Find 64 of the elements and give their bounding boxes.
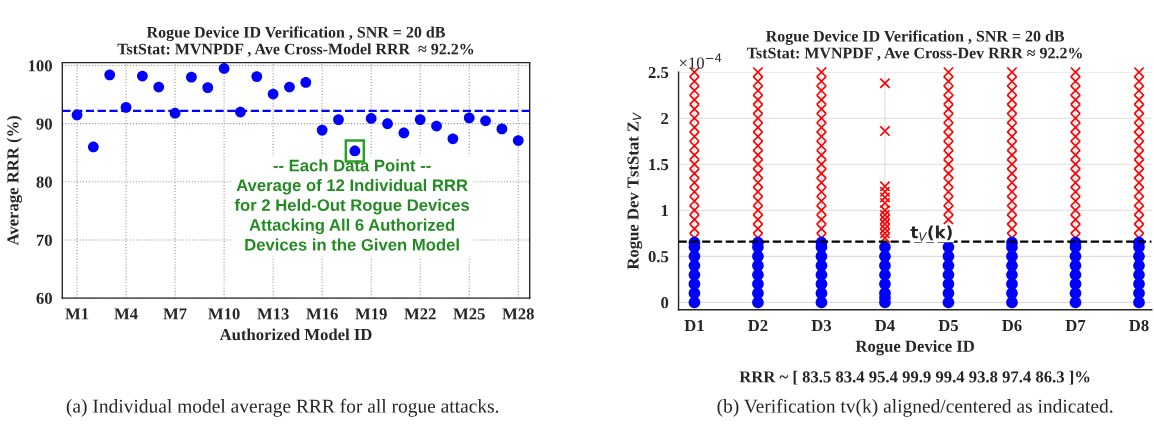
y-tick-label: 1 [661,205,668,217]
point [104,69,116,81]
point [447,133,459,145]
x-tick-label: M13 [257,308,289,320]
point [365,113,377,124]
y-axis-title: Rogue Dev TstStat Z$_{V}$ [627,112,643,270]
y-tick-label: 80 [36,176,52,188]
point [218,63,230,74]
text: RRR ~ [ 83.5 83.4 95.4 99.9 99.4 93.8 97.4 86.3 ]% [739,370,1090,385]
y-tick-label: 90 [36,118,52,130]
y-tick-label: 2 [661,112,669,124]
x-tick-label: D6 [1002,319,1022,332]
x-tick-label: D2 [748,319,768,332]
x-tick-label: M22 [404,308,436,320]
point [202,82,214,94]
x-tick-label: M28 [502,308,534,320]
x-tick-label: M16 [306,308,338,320]
point [316,124,328,136]
y-tick-label: 0.5 [648,251,669,263]
point [512,135,524,146]
text: ×10$^{−4}$ [679,53,722,69]
point [284,81,295,93]
text: (a) Individual model average RRR for all rogue attacks. [66,398,499,417]
x-axis-title: Rogue Device ID [855,340,975,356]
point [333,114,344,125]
text: (b) Verification tv(k) aligned/centered as indicated. [717,398,1113,417]
y-tick-label: 0 [661,297,669,309]
point [87,141,99,153]
point [398,127,410,139]
annotation: -- Each Data Point -- Average of 12 Individual RRR for 2 Held-Out Rogue Devices Attacking All 6 Authorized Devices in the Given Model [234,159,470,251]
point [300,77,312,88]
y-axis-title: Average RRR (%) [6,115,23,246]
point [480,115,491,127]
point [153,81,165,93]
y-tick-label: 2.5 [648,66,669,79]
y-tick-label: 100 [28,60,52,72]
x-tick-label: D3 [811,319,832,332]
x-tick-label: M25 [453,308,485,320]
point [382,118,393,130]
x-axis-title: Authorized Model ID [219,328,372,341]
point [431,120,442,132]
x-tick-label: M19 [355,308,387,320]
point [186,71,197,83]
point [414,114,426,125]
x-tick-label: M1 [65,308,89,320]
y-tick-label: 60 [36,292,52,305]
x-tick-label: D4 [875,320,895,332]
chart-title: Rogue Device ID Verification , SNR = 20 dB TstStat: MVNPDF , Ave Cross-Model RRR ≈ 92.2% [117,26,474,57]
point [137,70,148,82]
x-tick-label: D8 [1129,319,1149,332]
x-tick-label: D5 [938,320,959,332]
x-tick-label: M7 [163,308,187,320]
y-tick-label: 1.5 [649,159,669,171]
point [267,88,279,100]
point [496,123,508,135]
x-tick-label: D1 [684,320,704,332]
x-tick-label: M4 [114,308,138,320]
y-tick-label: 70 [36,234,52,246]
chart-title: Rogue Device ID Verification , SNR = 20 dB TstStat: MVNPDF , Ave Cross-Dev RRR ≈ 92.2% [747,30,1082,61]
ref-line-label: t$_{V}$(k) [910,225,952,241]
x-tick-label: M10 [208,308,240,320]
point [251,71,263,82]
x-tick-label: D7 [1065,320,1086,332]
point [463,112,475,124]
